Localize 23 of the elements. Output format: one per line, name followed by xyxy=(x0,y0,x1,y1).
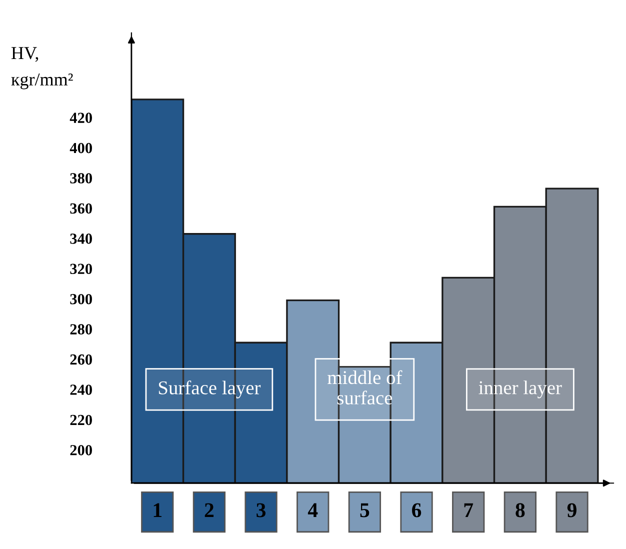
y-axis-title: HV, кgr/mm² xyxy=(11,47,73,90)
x-tick-label: 3 xyxy=(256,503,266,518)
y-tick-label: 340 xyxy=(70,234,92,244)
x-tick-label: 8 xyxy=(516,503,525,518)
y-tick-label: 220 xyxy=(70,414,92,426)
annotation: Surface layer xyxy=(158,380,261,398)
y-tick-label: 360 xyxy=(70,203,92,214)
x-tick-label: 2 xyxy=(204,503,214,518)
y-tick-label: 240 xyxy=(70,384,92,395)
x-tick-label: 4 xyxy=(308,503,318,518)
y-tick-label: 420 xyxy=(70,112,92,123)
y-tick-label: 260 xyxy=(70,354,92,365)
y-tick-label: 280 xyxy=(70,324,92,334)
y-tick-label: 320 xyxy=(70,264,92,274)
y-tick-label: 200 xyxy=(70,445,92,456)
y-tick-label: 380 xyxy=(70,173,92,184)
x-tick-label: 5 xyxy=(360,503,370,518)
x-tick-label: 7 xyxy=(464,503,474,518)
x-tick-label: 9 xyxy=(567,503,576,518)
y-tick-label: 300 xyxy=(70,294,92,304)
x-tick-label: 1 xyxy=(154,503,162,518)
y-tick-label: 400 xyxy=(70,142,92,154)
x-tick-label: 6 xyxy=(412,503,422,518)
